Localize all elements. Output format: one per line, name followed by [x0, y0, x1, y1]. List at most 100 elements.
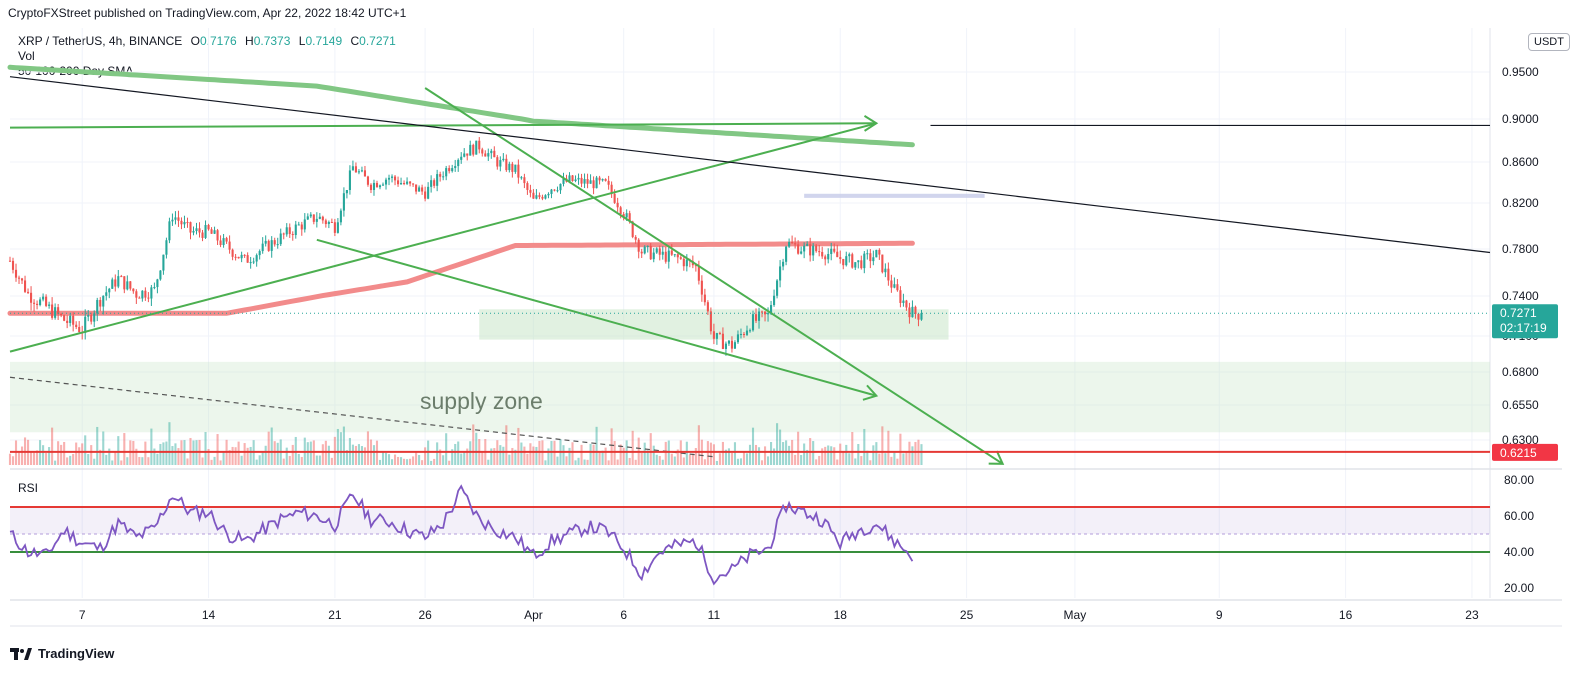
volume-bar [523, 446, 526, 465]
legend-volume-label[interactable]: Vol [18, 49, 35, 63]
volume-bar [327, 445, 330, 465]
rsi-band [10, 507, 1490, 534]
volume-bar [300, 456, 303, 465]
candle-body [393, 176, 397, 181]
rsi-label[interactable]: RSI [18, 481, 39, 495]
volume-bar [84, 435, 87, 465]
candle-body [773, 295, 776, 306]
volume-bar [144, 441, 147, 465]
date-tick-label: 9 [1216, 608, 1223, 622]
legend-symbol[interactable]: XRP / TetherUS, 4h, BINANCE [18, 34, 183, 48]
candle-body [842, 258, 845, 266]
candle-body [640, 251, 643, 254]
candle-body [210, 229, 213, 234]
chart-axes: 0.95000.90000.86000.82000.78000.74000.71… [79, 65, 1558, 622]
date-tick-label: 11 [708, 608, 721, 622]
volume-bar [33, 452, 36, 465]
candle-body [763, 311, 767, 315]
candle-body [739, 333, 743, 335]
candle-body [267, 240, 270, 251]
candle-body [222, 238, 225, 246]
candle-body [869, 253, 872, 262]
candle-body [234, 256, 237, 258]
currency-badge[interactable]: USDT [1528, 33, 1570, 51]
volume-bar [529, 443, 532, 465]
candle-body [439, 174, 442, 177]
candle-body [409, 181, 412, 184]
date-tick-label: 21 [328, 608, 342, 622]
volume-bar [697, 425, 700, 465]
candle-body [908, 307, 911, 318]
volume-bar [99, 449, 102, 465]
candle-body [667, 250, 670, 262]
candle-body [745, 330, 749, 335]
volume-bar [481, 451, 484, 465]
candle-body [700, 280, 703, 295]
footer-brand[interactable]: TradingView [10, 646, 114, 661]
volume-bar [661, 459, 664, 465]
volume-bar [153, 448, 156, 465]
candle-body [406, 181, 409, 184]
candle-body [183, 222, 186, 225]
legend-low-label: L [298, 34, 306, 48]
candle-body [625, 213, 628, 218]
candle-body [794, 243, 797, 245]
candle-body [887, 268, 890, 281]
volume-bar [884, 453, 887, 465]
candle-body [562, 178, 565, 184]
candle-body [481, 149, 484, 154]
candle-body [854, 262, 857, 268]
candle-body [751, 314, 755, 331]
volume-bar [694, 448, 697, 465]
candle-body [20, 278, 24, 281]
volume-bar [535, 446, 538, 465]
price-tick-label: 0.7800 [1502, 242, 1539, 256]
candle-body [156, 279, 159, 288]
volume-bar [658, 456, 661, 465]
volume-bar [393, 454, 397, 465]
candle-body [779, 266, 782, 281]
volume-bar [360, 446, 364, 465]
volume-bar [102, 431, 105, 465]
candle-body [493, 150, 496, 158]
volume-bar [577, 457, 580, 465]
candle-body [237, 256, 240, 259]
zone-blue-box [804, 193, 985, 198]
volume-bar [54, 460, 57, 465]
candle-body [785, 246, 788, 262]
volume-bar [860, 456, 863, 465]
volume-bar [920, 444, 923, 465]
candle-body [553, 189, 556, 191]
candle-body [174, 217, 177, 220]
candle-body [917, 313, 920, 320]
candle-body [742, 333, 746, 335]
candle-body [23, 280, 27, 292]
price-tick-label: 0.9000 [1502, 112, 1539, 126]
candle-body [496, 157, 499, 167]
volume-bar [739, 458, 743, 465]
volume-bar [75, 442, 78, 465]
volume-bar [911, 446, 914, 465]
volume-bar [415, 451, 418, 465]
candle-body [354, 166, 357, 173]
volume-bar [854, 458, 857, 465]
candle-body [694, 265, 697, 267]
volume-bar [36, 450, 39, 465]
candle-body [721, 333, 724, 349]
volume-bar [733, 442, 737, 465]
candle-body [604, 179, 607, 181]
volume-bar [685, 441, 688, 465]
candle-body [592, 180, 595, 189]
volume-bar [640, 453, 643, 465]
volume-bar [216, 434, 219, 465]
candle-body [703, 294, 706, 303]
candle-body [255, 255, 258, 262]
volume-bar [330, 457, 333, 465]
candle-body [685, 259, 688, 267]
candle-body [511, 163, 514, 172]
candle-body [748, 330, 752, 332]
candle-body [297, 224, 300, 226]
volume-bar [255, 459, 258, 465]
volume-bar [321, 444, 324, 465]
